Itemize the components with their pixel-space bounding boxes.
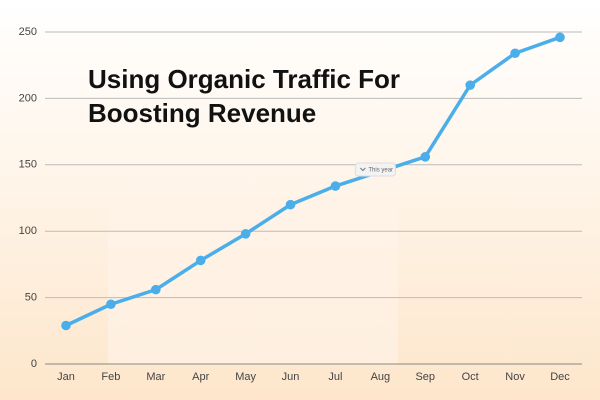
tooltip: This year <box>354 162 396 177</box>
y-tick-label: 200 <box>19 92 37 104</box>
y-tick-label: 50 <box>25 292 37 304</box>
x-tick-label: Jun <box>282 371 300 383</box>
tooltip-box <box>354 162 396 177</box>
data-point <box>61 320 71 331</box>
x-tick-label: Oct <box>462 371 479 383</box>
x-tick-label: Jan <box>57 371 75 383</box>
tooltip-chevron <box>360 167 366 172</box>
x-tick-label: Jul <box>328 371 342 383</box>
y-tick-label: 0 <box>31 358 37 370</box>
tooltip-label: This year <box>368 168 393 174</box>
data-line <box>65 35 561 328</box>
data-point <box>465 80 475 90</box>
y-tick-label: 150 <box>19 159 37 171</box>
data-point <box>420 152 431 162</box>
y-tick-label: 100 <box>19 225 37 237</box>
data-point <box>510 48 520 59</box>
data-point <box>195 255 206 266</box>
y-tick-label: 250 <box>19 26 37 38</box>
highlight-region <box>108 182 398 364</box>
x-tick-label: Nov <box>505 371 525 383</box>
data-point <box>151 284 161 295</box>
chart-title: Using Organic Traffic For Boosting Reven… <box>88 64 401 128</box>
data-point <box>106 299 116 310</box>
x-tick-label: May <box>235 371 256 383</box>
x-tick-label: Mar <box>146 371 165 383</box>
data-point <box>240 229 251 239</box>
x-tick-label: Feb <box>101 371 120 383</box>
x-tick-label: Aug <box>371 371 391 383</box>
data-point <box>285 199 296 210</box>
data-point <box>555 32 565 43</box>
data-point <box>330 181 341 191</box>
x-tick-label: Dec <box>550 371 570 383</box>
x-tick-label: Apr <box>192 371 209 383</box>
x-tick-label: Sep <box>415 371 435 383</box>
